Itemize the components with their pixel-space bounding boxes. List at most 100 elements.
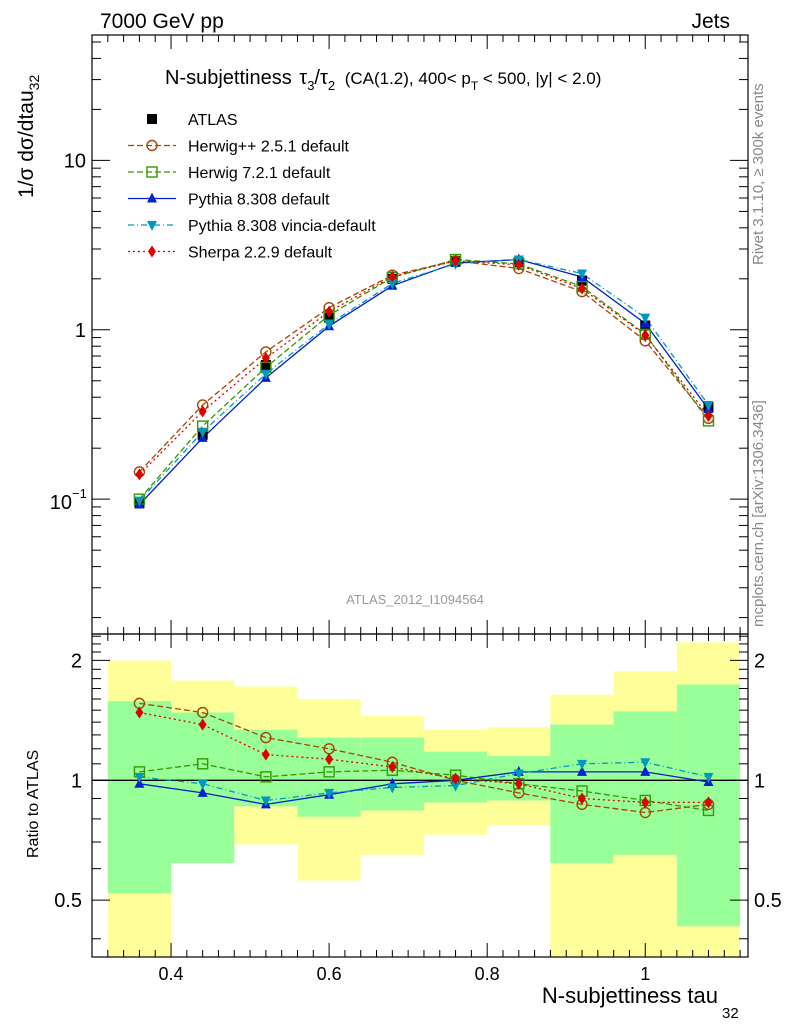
lower-frame — [91, 633, 749, 958]
energy-label: 7000 GeV pp — [100, 10, 224, 33]
series-point-ratio — [577, 759, 588, 770]
series-point-upper — [260, 369, 271, 380]
series-line-ratio — [139, 763, 709, 812]
series-point-ratio — [323, 766, 335, 778]
series-point-upper — [704, 409, 713, 422]
upper-y-tick-label: 1 — [75, 320, 86, 342]
series-point-ratio — [260, 731, 272, 744]
series-point-ratio — [135, 706, 144, 719]
series-point-upper — [703, 400, 714, 411]
series-point-ratio — [198, 718, 207, 731]
series-point-upper — [261, 352, 270, 365]
series-point-ratio — [703, 772, 714, 783]
legend-marker — [146, 139, 158, 152]
series-point-upper — [325, 305, 334, 318]
ratio-y-tick-label-right: 2 — [754, 650, 765, 672]
series-point-ratio — [450, 781, 461, 792]
legend-marker — [147, 192, 157, 203]
upper-y-tick-exponent: −1 — [72, 486, 87, 501]
ratio-y-tick-label-right: 0.5 — [754, 890, 782, 912]
series-line-upper — [138, 258, 710, 502]
title-selection: (CA(1.2), 400< p — [345, 69, 471, 88]
series-point-ratio — [578, 792, 587, 805]
title-sub2: 2 — [328, 78, 335, 93]
band-inner-bin — [613, 711, 677, 855]
series-point-ratio — [196, 758, 209, 770]
series-point-ratio — [325, 753, 334, 766]
series-point-upper — [641, 329, 650, 342]
series-line-upper — [138, 260, 710, 475]
series-point-ratio — [196, 706, 209, 719]
series-point-upper — [451, 254, 460, 267]
title-sub3: 3 — [307, 78, 314, 93]
legend-marker — [147, 221, 157, 231]
rivet-label: Rivet 3.1.10, ≥ 300k events — [750, 83, 767, 265]
x-tick-label: 0.8 — [475, 964, 500, 984]
series-line-upper — [138, 258, 710, 505]
series-point-ratio — [513, 769, 524, 780]
series-point-upper — [387, 279, 398, 290]
ratio-y-tick-label-left: 1 — [71, 770, 82, 792]
ratio-y-tick-label-right: 1 — [754, 770, 765, 792]
series-point-ratio — [134, 772, 145, 783]
series-point-upper — [577, 269, 588, 280]
upper-y-label-main: 1/σ dσ/dtau — [15, 90, 38, 198]
series-line-ratio — [139, 771, 709, 806]
legend-label: Pythia 8.308 default — [188, 192, 330, 209]
title-tau2: τ — [320, 67, 328, 89]
series-point-ratio — [641, 796, 650, 809]
legend-marker — [148, 245, 156, 258]
mcplots-label: mcplots.cern.ch [arXiv:1306.3436] — [750, 400, 767, 627]
jets-label: Jets — [691, 10, 730, 33]
series-point-ratio — [260, 796, 271, 807]
series-point-ratio — [514, 777, 523, 790]
series-point-upper — [324, 320, 335, 331]
legend-label: Herwig++ 2.5.1 default — [188, 139, 350, 156]
legend-label: Sherpa 2.2.9 default — [188, 245, 333, 262]
title-main: N-subjettiness — [165, 67, 292, 89]
upper-series-lines — [138, 258, 710, 505]
title-rest: < 500, |y| < 2.0) — [478, 69, 601, 88]
x-axis-label-sub: 32 — [722, 1005, 739, 1022]
upper-y-tick-label: 10 — [64, 150, 86, 172]
series-line-ratio — [139, 761, 709, 802]
analysis-watermark: ATLAS_2012_I1094564 — [346, 592, 484, 607]
ratio-y-label: Ratio to ATLAS — [25, 750, 42, 858]
series-line-upper — [138, 260, 710, 473]
legend-label: Pythia 8.308 vincia-default — [188, 218, 376, 235]
series-point-upper — [197, 427, 208, 438]
title-slash: / — [314, 67, 320, 89]
x-tick-label: 0.6 — [317, 964, 342, 984]
series-point-ratio — [577, 765, 588, 776]
data-markers — [133, 253, 715, 819]
legend-atlas-label: ATLAS — [188, 112, 238, 129]
plot-title: N-subjettiness τ3/τ2 (CA(1.2), 400< pT <… — [165, 67, 601, 95]
series-point-ratio — [640, 765, 651, 776]
series-point-ratio — [197, 786, 208, 797]
title-tau3: τ — [299, 67, 307, 89]
atlas-data-point — [260, 359, 271, 370]
series-point-ratio — [197, 779, 208, 790]
legend-marker — [146, 166, 158, 178]
series-line-upper — [138, 258, 710, 500]
legend-atlas-marker — [147, 114, 157, 124]
series-point-upper — [578, 282, 587, 295]
legend-label: Herwig 7.2.1 default — [188, 165, 331, 182]
ratio-y-tick-label-left: 0.5 — [54, 890, 82, 912]
series-point-upper — [134, 496, 145, 507]
series-point-ratio — [260, 771, 272, 783]
series-point-ratio — [451, 772, 460, 785]
title-pt-sub: T — [471, 79, 479, 93]
series-point-upper — [135, 468, 144, 481]
series-line-ratio — [139, 702, 709, 814]
series-point-ratio — [388, 760, 397, 773]
ratio-y-tick-label-left: 2 — [71, 650, 82, 672]
upper-y-tick-label: 10 — [50, 492, 72, 514]
series-point-upper — [198, 405, 207, 418]
band-inner-bin — [107, 701, 172, 894]
legend: ATLAS Herwig++ 2.5.1 default Herwig 7.2.1 … — [128, 112, 376, 262]
x-axis-label-main: N-subjettiness tau — [542, 983, 718, 1008]
series-point-ratio — [640, 758, 651, 769]
